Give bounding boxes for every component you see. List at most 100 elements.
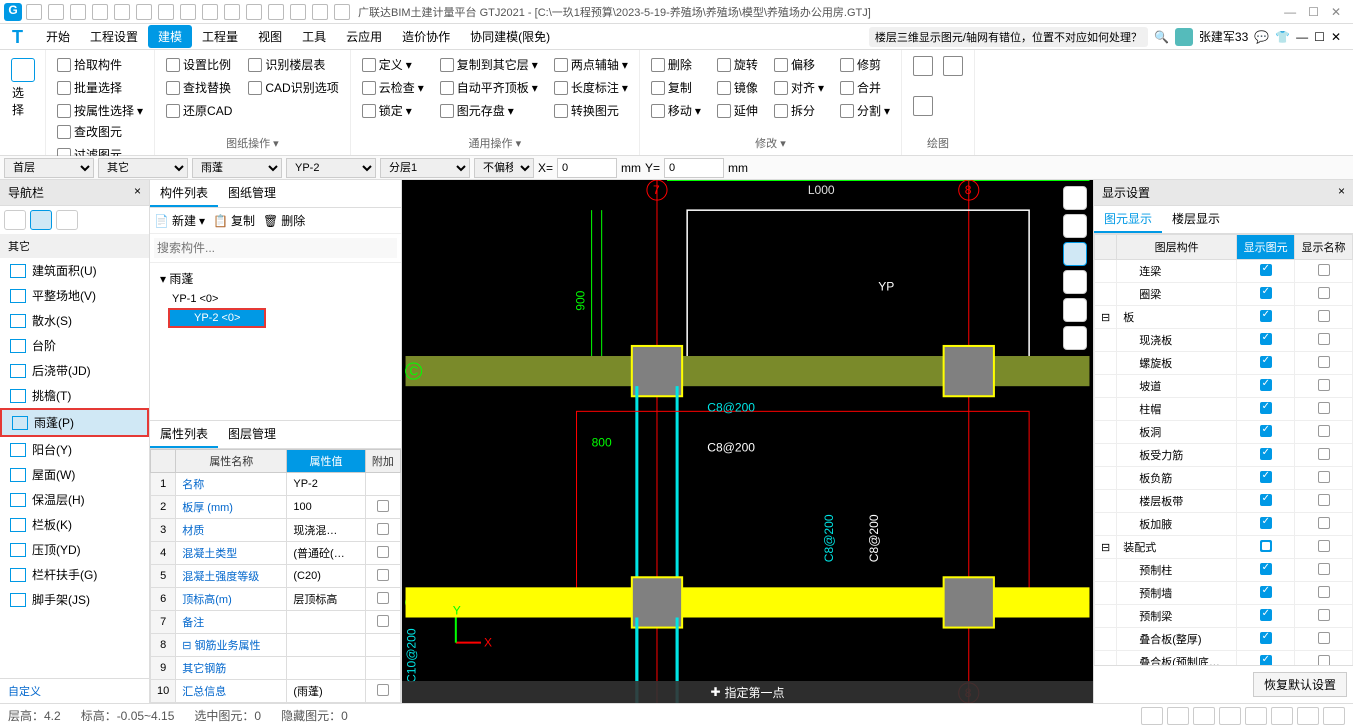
nav-item[interactable]: 栏杆扶手(G) [0, 562, 149, 587]
max2-icon[interactable]: ☐ [1314, 30, 1325, 44]
find-replace-button[interactable]: 查找替换 [163, 77, 235, 98]
convert-element-button[interactable]: 转换图元 [551, 100, 631, 121]
layer-select[interactable]: 分层1 [380, 158, 470, 178]
status-tool[interactable] [1141, 707, 1163, 725]
display-row[interactable]: 预制梁 [1095, 605, 1353, 628]
tab-layers[interactable]: 图层管理 [218, 421, 286, 448]
tree-item[interactable]: YP-1 <0> [154, 290, 397, 308]
close-icon[interactable]: × [134, 184, 141, 201]
delete-button[interactable]: 删除 [648, 54, 704, 75]
copy-button[interactable]: 📋 复制 [213, 212, 255, 229]
define-button[interactable]: 定义 ▾ [359, 54, 427, 75]
extend-button[interactable]: 延伸 [714, 100, 761, 121]
nav-item[interactable]: 压顶(YD) [0, 537, 149, 562]
pick-component-button[interactable]: 拾取构件 [54, 54, 146, 75]
status-tool[interactable] [1323, 707, 1345, 725]
nav-item[interactable]: 屋面(W) [0, 462, 149, 487]
status-tool[interactable] [1219, 707, 1241, 725]
display-row[interactable]: ⊟板 [1095, 306, 1353, 329]
qat-icon[interactable] [114, 4, 130, 20]
display-row[interactable]: 板加腋 [1095, 513, 1353, 536]
cad-options-button[interactable]: CAD识别选项 [245, 77, 341, 98]
divide-button[interactable]: 分割 ▾ [837, 100, 893, 121]
qat-icon[interactable] [290, 4, 306, 20]
maximize-icon[interactable]: ☐ [1308, 5, 1319, 19]
set-scale-button[interactable]: 设置比例 [163, 54, 235, 75]
nav-item[interactable]: 雨蓬(P) [0, 408, 149, 437]
category-select[interactable]: 其它 [98, 158, 188, 178]
avatar[interactable] [1175, 28, 1193, 46]
search-input[interactable] [154, 238, 397, 258]
qat-icon[interactable] [268, 4, 284, 20]
copy-to-floor-button[interactable]: 复制到其它层 ▾ [437, 54, 541, 75]
copy-button[interactable]: 复制 [648, 77, 704, 98]
mirror-button[interactable]: 镜像 [714, 77, 761, 98]
component-select[interactable]: 雨蓬 [192, 158, 282, 178]
cloud-check-button[interactable]: 云检查 ▾ [359, 77, 427, 98]
menu-云应用[interactable]: 云应用 [336, 25, 392, 48]
status-tool[interactable] [1271, 707, 1293, 725]
tab-drawings[interactable]: 图纸管理 [218, 180, 286, 207]
y-input[interactable] [664, 158, 724, 178]
view-region-icon[interactable] [1063, 270, 1087, 294]
find-element-button[interactable]: 查改图元 [54, 121, 125, 142]
nav-mode-3[interactable] [56, 210, 78, 230]
new-button[interactable]: 📄 新建 ▾ [154, 212, 205, 229]
view-zoom-icon[interactable] [1063, 298, 1087, 322]
draw-tool-3[interactable] [910, 94, 966, 118]
close-icon[interactable]: ✕ [1331, 5, 1341, 19]
x-input[interactable] [557, 158, 617, 178]
custom-link[interactable]: 自定义 [0, 678, 149, 703]
help-question[interactable]: 楼层三维显示图元/轴网有错位，位置不对应如何处理？ [869, 27, 1148, 47]
display-row[interactable]: 螺旋板 [1095, 352, 1353, 375]
qat-icon[interactable] [334, 4, 350, 20]
close2-icon[interactable]: ✕ [1331, 30, 1341, 44]
draw-tool-1[interactable] [910, 54, 936, 78]
nav-mode-2[interactable] [30, 210, 52, 230]
two-point-axis-button[interactable]: 两点辅轴 ▾ [551, 54, 631, 75]
display-row[interactable]: ⊟装配式 [1095, 536, 1353, 559]
menu-建模[interactable]: 建模 [148, 25, 192, 48]
qat-icon[interactable] [26, 4, 42, 20]
canvas[interactable]: L000 7 8 YP 900 C B B 800 C8@200 [402, 180, 1093, 703]
qat-icon[interactable] [70, 4, 86, 20]
qat-icon[interactable] [224, 4, 240, 20]
menu-视图[interactable]: 视图 [248, 25, 292, 48]
prop-row[interactable]: 2板厚 (mm)100 [151, 496, 401, 519]
nav-item[interactable]: 台阶 [0, 333, 149, 358]
display-row[interactable]: 板洞 [1095, 421, 1353, 444]
align-top-button[interactable]: 自动平齐顶板 ▾ [437, 77, 541, 98]
rotate-button[interactable]: 旋转 [714, 54, 761, 75]
align-button[interactable]: 对齐 ▾ [771, 77, 827, 98]
nav-item[interactable]: 阳台(Y) [0, 437, 149, 462]
menu-协同建模(限免)[interactable]: 协同建模(限免) [460, 25, 560, 48]
tab-element-display[interactable]: 图元显示 [1094, 206, 1162, 233]
display-row[interactable]: 柱帽 [1095, 398, 1353, 421]
qat-icon[interactable] [246, 4, 262, 20]
display-row[interactable]: 圈梁 [1095, 283, 1353, 306]
menu-工程量[interactable]: 工程量 [192, 25, 248, 48]
qat-icon[interactable] [180, 4, 196, 20]
nav-item[interactable]: 后浇带(JD) [0, 358, 149, 383]
floor-select[interactable]: 首层 [4, 158, 94, 178]
nav-item[interactable]: 散水(S) [0, 308, 149, 333]
view-top-icon[interactable] [1063, 242, 1087, 266]
status-tool[interactable] [1193, 707, 1215, 725]
split-button[interactable]: 拆分 [771, 100, 827, 121]
qat-icon[interactable] [158, 4, 174, 20]
nav-item[interactable]: 平整场地(V) [0, 283, 149, 308]
tab-floor-display[interactable]: 楼层显示 [1162, 206, 1230, 233]
prop-row[interactable]: 6顶标高(m)层顶标高 [151, 588, 401, 611]
display-row[interactable]: 坡道 [1095, 375, 1353, 398]
chat-icon[interactable]: 💬 [1254, 30, 1269, 44]
tab-properties[interactable]: 属性列表 [150, 421, 218, 448]
qat-icon[interactable] [312, 4, 328, 20]
prop-row[interactable]: 4混凝土类型(普通砼(… [151, 542, 401, 565]
select-by-prop-button[interactable]: 按属性选择 ▾ [54, 100, 146, 121]
nav-item[interactable]: 挑檐(T) [0, 383, 149, 408]
move-button[interactable]: 移动 ▾ [648, 100, 704, 121]
prop-row[interactable]: 9其它钢筋 [151, 657, 401, 680]
instance-select[interactable]: YP-2 [286, 158, 376, 178]
min2-icon[interactable]: — [1296, 30, 1308, 44]
nav-item[interactable]: 栏板(K) [0, 512, 149, 537]
